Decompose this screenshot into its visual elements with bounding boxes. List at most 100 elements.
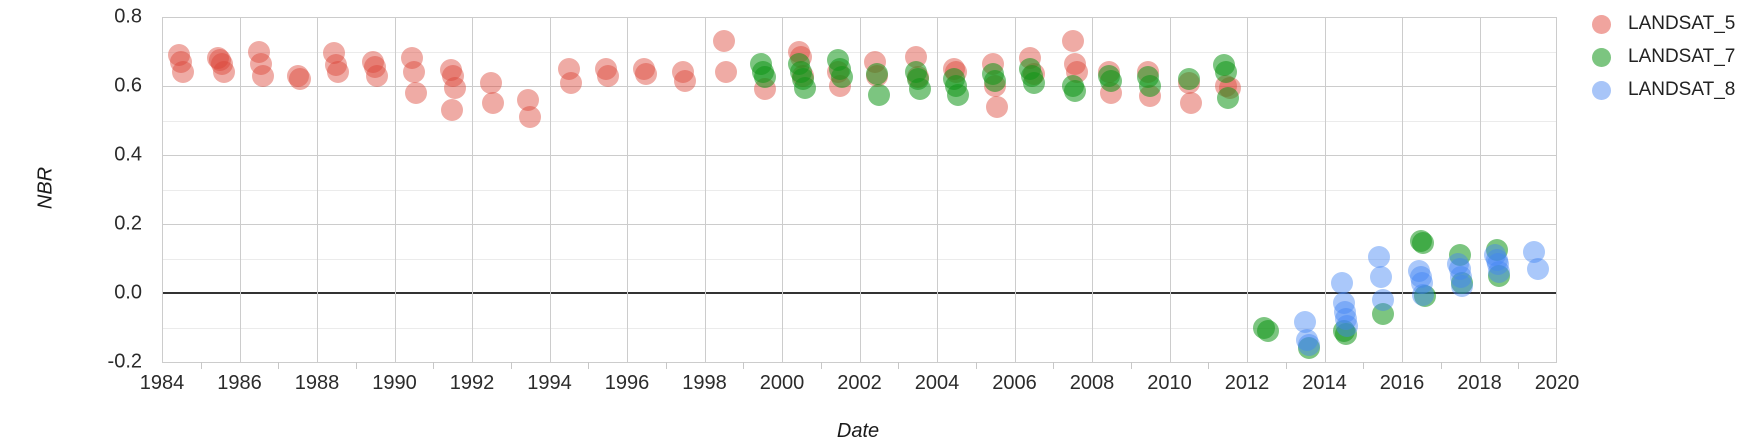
data-point-landsat_5[interactable] bbox=[172, 61, 195, 84]
data-point-landsat_8[interactable] bbox=[1486, 252, 1509, 275]
data-point-landsat_7[interactable] bbox=[1414, 285, 1437, 308]
chart-legend: LANDSAT_5 LANDSAT_7 LANDSAT_8 bbox=[1590, 13, 1735, 113]
data-point-landsat_8[interactable] bbox=[1484, 244, 1506, 267]
data-point-landsat_5[interactable] bbox=[168, 43, 191, 66]
data-point-landsat_8[interactable] bbox=[1330, 271, 1353, 294]
data-point-landsat_5[interactable] bbox=[443, 76, 466, 99]
data-point-landsat_5[interactable] bbox=[364, 56, 387, 79]
data-point-landsat_5[interactable] bbox=[441, 64, 464, 87]
data-point-landsat_5[interactable] bbox=[672, 61, 695, 84]
data-point-landsat_8[interactable] bbox=[1408, 259, 1431, 282]
data-point-landsat_5[interactable] bbox=[213, 61, 235, 84]
data-point-landsat_8[interactable] bbox=[1298, 333, 1320, 356]
data-point-landsat_5[interactable] bbox=[559, 71, 582, 94]
data-point-landsat_8[interactable] bbox=[1412, 283, 1435, 306]
data-point-landsat_5[interactable] bbox=[362, 50, 385, 73]
data-point-landsat_5[interactable] bbox=[207, 47, 230, 70]
data-point-landsat_5[interactable] bbox=[519, 106, 542, 129]
data-point-landsat_5[interactable] bbox=[247, 40, 270, 63]
data-point-landsat_5[interactable] bbox=[323, 42, 346, 65]
data-point-landsat_8[interactable] bbox=[1335, 314, 1358, 337]
data-point-landsat_7[interactable] bbox=[1451, 271, 1474, 294]
data-point-landsat_5[interactable] bbox=[482, 92, 505, 115]
data-point-landsat_5[interactable] bbox=[557, 57, 580, 80]
data-point-landsat_5[interactable] bbox=[400, 47, 423, 70]
x-major-gridline bbox=[317, 17, 318, 362]
data-point-landsat_5[interactable] bbox=[633, 57, 656, 80]
data-point-landsat_8[interactable] bbox=[1294, 311, 1317, 334]
data-point-landsat_7[interactable] bbox=[1334, 323, 1357, 346]
data-point-landsat_7[interactable] bbox=[1487, 264, 1510, 287]
data-point-landsat_5[interactable] bbox=[1063, 52, 1086, 75]
data-point-landsat_5[interactable] bbox=[366, 64, 389, 87]
data-point-landsat_8[interactable] bbox=[1485, 249, 1508, 272]
data-point-landsat_7[interactable] bbox=[1214, 61, 1237, 84]
data-point-landsat_5[interactable] bbox=[209, 49, 232, 72]
x-major-gridline bbox=[627, 17, 628, 362]
data-point-landsat_5[interactable] bbox=[480, 71, 503, 94]
data-point-landsat_5[interactable] bbox=[440, 99, 463, 122]
data-point-landsat_5[interactable] bbox=[325, 54, 348, 77]
data-point-landsat_5[interactable] bbox=[712, 30, 735, 53]
data-point-landsat_7[interactable] bbox=[1100, 69, 1123, 92]
data-point-landsat_8[interactable] bbox=[1411, 271, 1434, 294]
data-point-landsat_8[interactable] bbox=[1487, 261, 1510, 284]
data-point-landsat_5[interactable] bbox=[714, 61, 737, 84]
data-point-landsat_7[interactable] bbox=[947, 83, 970, 106]
x-tick-label: 2020 bbox=[1534, 372, 1580, 394]
data-point-landsat_5[interactable] bbox=[170, 50, 193, 73]
data-point-landsat_8[interactable] bbox=[1526, 257, 1549, 280]
data-point-landsat_7[interactable] bbox=[794, 76, 817, 99]
data-point-landsat_7[interactable] bbox=[1371, 302, 1394, 325]
data-point-landsat_8[interactable] bbox=[1447, 252, 1470, 275]
data-point-landsat_5[interactable] bbox=[211, 52, 234, 75]
data-point-landsat_8[interactable] bbox=[1334, 307, 1357, 330]
data-point-landsat_8[interactable] bbox=[1410, 266, 1433, 289]
data-point-landsat_5[interactable] bbox=[674, 69, 697, 92]
data-point-landsat_5[interactable] bbox=[327, 61, 350, 84]
data-point-landsat_7[interactable] bbox=[1216, 87, 1239, 110]
data-point-landsat_7[interactable] bbox=[865, 62, 888, 85]
data-point-landsat_8[interactable] bbox=[1369, 266, 1392, 289]
legend-swatch-icon bbox=[1592, 14, 1611, 34]
data-point-landsat_7[interactable] bbox=[1298, 337, 1320, 360]
x-major-gridline bbox=[1324, 17, 1326, 362]
data-point-landsat_5[interactable] bbox=[251, 64, 274, 87]
data-point-landsat_7[interactable] bbox=[1449, 244, 1472, 267]
data-point-landsat_7[interactable] bbox=[753, 66, 776, 89]
data-point-landsat_5[interactable] bbox=[288, 68, 311, 91]
data-point-landsat_5[interactable] bbox=[517, 88, 540, 111]
data-point-landsat_8[interactable] bbox=[1522, 240, 1545, 263]
data-point-landsat_5[interactable] bbox=[594, 57, 617, 80]
data-point-landsat_7[interactable] bbox=[1412, 231, 1435, 254]
data-point-landsat_7[interactable] bbox=[984, 69, 1007, 92]
data-point-landsat_7[interactable] bbox=[1485, 238, 1508, 261]
data-point-landsat_8[interactable] bbox=[1449, 266, 1472, 289]
data-point-landsat_8[interactable] bbox=[1367, 245, 1390, 268]
data-point-landsat_7[interactable] bbox=[1139, 75, 1162, 97]
data-point-landsat_7[interactable] bbox=[1177, 68, 1200, 91]
data-point-landsat_7[interactable] bbox=[1063, 80, 1086, 103]
data-point-landsat_5[interactable] bbox=[986, 95, 1009, 118]
data-point-landsat_7[interactable] bbox=[831, 66, 854, 89]
data-point-landsat_5[interactable] bbox=[596, 64, 619, 87]
data-point-landsat_5[interactable] bbox=[249, 52, 272, 75]
data-point-landsat_8[interactable] bbox=[1296, 328, 1319, 351]
data-point-landsat_5[interactable] bbox=[402, 61, 425, 84]
data-point-landsat_5[interactable] bbox=[404, 81, 427, 104]
data-point-landsat_7[interactable] bbox=[908, 78, 931, 101]
data-point-landsat_7[interactable] bbox=[1022, 71, 1045, 94]
data-point-landsat_8[interactable] bbox=[1451, 275, 1474, 298]
data-point-landsat_7[interactable] bbox=[867, 83, 890, 106]
data-point-landsat_5[interactable] bbox=[439, 59, 462, 82]
data-point-landsat_5[interactable] bbox=[1061, 30, 1084, 53]
data-point-landsat_7[interactable] bbox=[1257, 319, 1280, 342]
data-point-landsat_8[interactable] bbox=[1371, 288, 1394, 311]
data-point-landsat_8[interactable] bbox=[1332, 292, 1355, 315]
data-point-landsat_5[interactable] bbox=[286, 64, 309, 87]
data-point-landsat_8[interactable] bbox=[1333, 300, 1356, 323]
data-point-landsat_5[interactable] bbox=[635, 62, 658, 85]
data-point-landsat_8[interactable] bbox=[1449, 257, 1472, 280]
data-point-landsat_5[interactable] bbox=[1179, 92, 1202, 115]
